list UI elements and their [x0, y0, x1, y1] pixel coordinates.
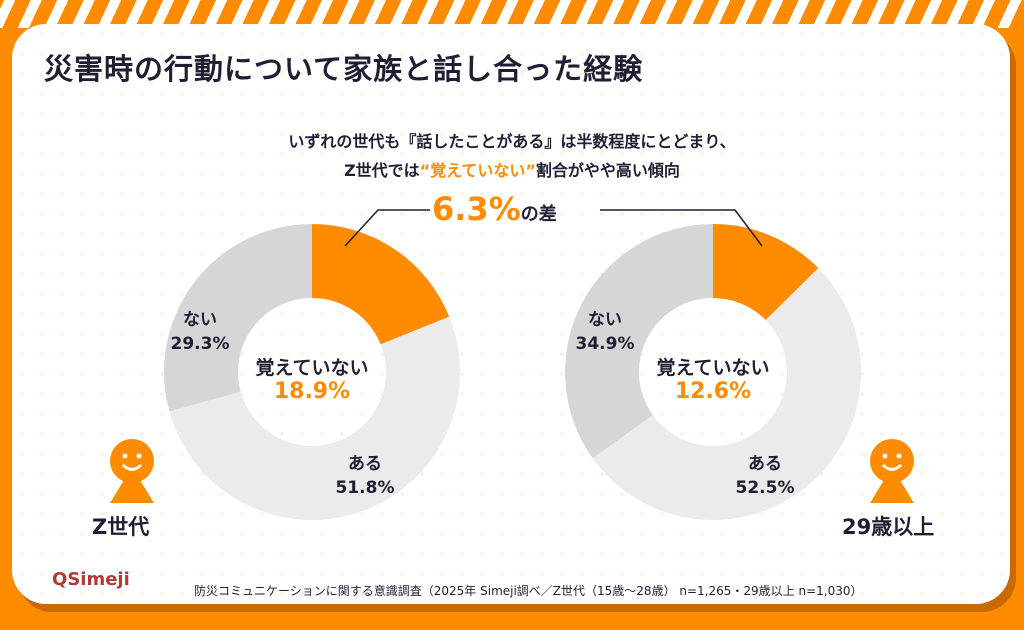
- slice-aru: [592, 268, 861, 520]
- center-label-left: 覚えていない 18.9%: [222, 356, 402, 404]
- value-label: 51.8%: [335, 478, 395, 498]
- logo-q-icon: Q: [52, 569, 68, 590]
- label-nai-right: ない 34.9%: [555, 308, 655, 356]
- leader-line-left: [344, 209, 430, 247]
- value-label: 29.3%: [170, 334, 230, 354]
- value-label: 12.6%: [674, 379, 752, 404]
- category-label: ある: [748, 454, 782, 474]
- category-label: ある: [348, 454, 382, 474]
- category-label: ない: [588, 310, 622, 330]
- subtitle-highlight: “覚えていない”: [419, 161, 536, 180]
- value-label: 34.9%: [575, 334, 635, 354]
- group-label-right: 29歳以上: [842, 515, 935, 539]
- difference-label: 6.3%の差: [432, 190, 557, 228]
- slice-oboeteinai: [312, 224, 450, 345]
- category-label: 覚えていない: [255, 357, 369, 379]
- group-label-left: Z世代: [92, 515, 150, 539]
- center-label-right: 覚えていない 12.6%: [623, 356, 803, 404]
- label-nai-left: ない 29.3%: [150, 308, 250, 356]
- page-title: 災害時の行動について家族と話し合った経験: [44, 52, 644, 86]
- source-note: 防災コミュニケーションに関する意識調査（2025年 Simeji調べ／Z世代（1…: [194, 584, 863, 598]
- striped-banner: [0, 0, 1024, 28]
- label-aru-left: ある 51.8%: [315, 452, 415, 500]
- leader-line-right: [600, 209, 763, 247]
- value-label: 52.5%: [735, 478, 795, 498]
- slice-aru: [169, 316, 461, 521]
- logo-text: Simeji: [67, 569, 130, 590]
- subtitle-text: 割合がやや高い傾向: [535, 161, 680, 180]
- category-label: ない: [183, 310, 217, 330]
- difference-suffix: の差: [520, 204, 557, 225]
- subtitle-text: Z世代では: [344, 161, 420, 180]
- subtitle-line1: いずれの世代も『話したことがある』は半数程度にとどまり、: [288, 132, 736, 151]
- simeji-logo: QSimeji: [52, 569, 130, 590]
- slice-nai: [564, 224, 713, 459]
- value-label: 18.9%: [273, 379, 351, 404]
- slice-nai: [163, 224, 312, 412]
- difference-value: 6.3%: [432, 190, 521, 228]
- slice-oboeteinai: [713, 224, 819, 321]
- label-aru-right: ある 52.5%: [715, 452, 815, 500]
- category-label: 覚えていない: [656, 357, 770, 379]
- subtitle-line2: Z世代では“覚えていない”割合がやや高い傾向: [0, 157, 1024, 181]
